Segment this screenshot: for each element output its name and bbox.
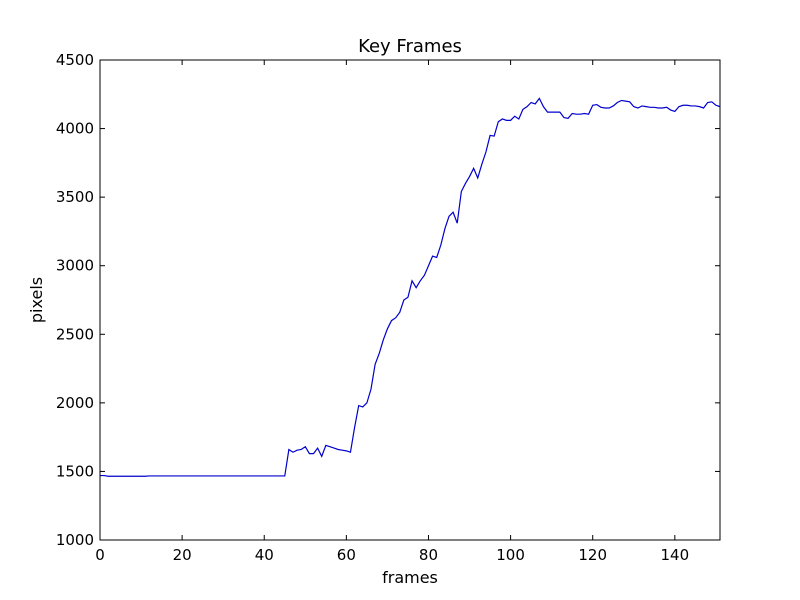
- y-tick-label: 1000: [56, 531, 94, 549]
- plot-area-frame: [99, 59, 721, 541]
- y-tick-label: 3500: [56, 188, 94, 206]
- y-tick-label: 4500: [56, 51, 94, 69]
- x-tick-label: 20: [173, 546, 192, 564]
- x-tick-label: 100: [496, 546, 525, 564]
- y-tick-label: 2000: [56, 394, 94, 412]
- x-tick-label: 40: [255, 546, 274, 564]
- x-tick-label: 140: [661, 546, 690, 564]
- y-tick-label: 3000: [56, 257, 94, 275]
- x-tick-label: 120: [578, 546, 607, 564]
- series-line: [100, 97, 721, 477]
- x-tick-label: 0: [95, 546, 105, 564]
- axis-tick-labels: 0 20 40 60 80 100 120 140 1000 1500 2000 2500 3000 35…: [56, 51, 689, 564]
- y-tick-label: 4000: [56, 120, 94, 138]
- y-tick-label: 1500: [56, 462, 94, 480]
- x-tick-label: 60: [337, 546, 356, 564]
- y-axis-label: pixels: [27, 277, 46, 323]
- x-tick-label: 80: [419, 546, 438, 564]
- chart-title: Key Frames: [358, 36, 462, 57]
- y-tick-label: 2500: [56, 325, 94, 343]
- x-axis-label: frames: [382, 568, 438, 587]
